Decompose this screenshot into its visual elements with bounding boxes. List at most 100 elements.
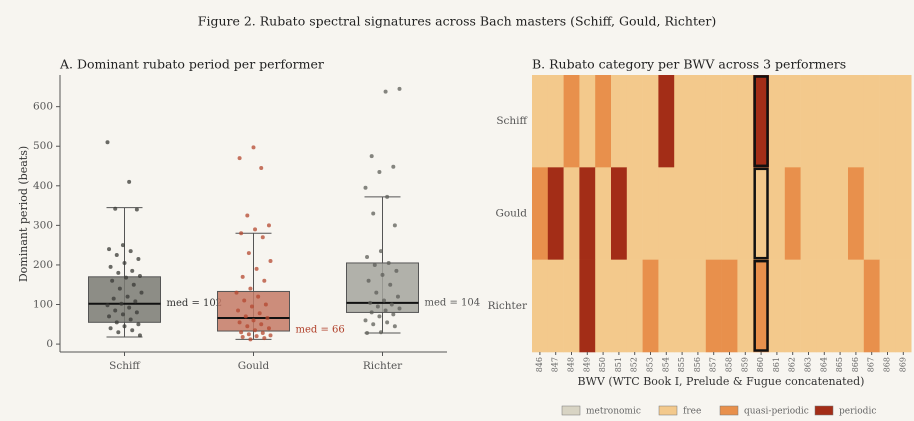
data-point — [134, 207, 139, 212]
data-point — [128, 249, 133, 254]
heatmap-cell — [721, 259, 738, 353]
data-point — [394, 268, 399, 273]
heatmap-cell — [547, 259, 564, 353]
data-point — [383, 89, 388, 94]
x-tick-label: 852 — [630, 357, 639, 372]
heatmap-cell — [674, 167, 691, 260]
data-point — [246, 332, 251, 337]
x-tick-label: 867 — [867, 357, 876, 372]
legend-swatch — [658, 405, 678, 416]
data-point — [237, 320, 242, 325]
median-label: med = 66 — [296, 324, 345, 335]
data-point — [113, 308, 118, 313]
x-tick-label: 869 — [898, 357, 907, 372]
heatmap-cell — [879, 75, 896, 168]
heatmap-cell — [611, 167, 628, 260]
data-point — [388, 282, 393, 287]
data-point — [137, 274, 142, 279]
data-point — [256, 294, 261, 299]
data-point — [369, 310, 374, 315]
x-tick-label: 847 — [551, 357, 560, 372]
data-point — [127, 305, 132, 310]
data-point — [122, 324, 127, 329]
data-point — [108, 326, 113, 331]
x-tick-label: 850 — [598, 357, 607, 372]
data-point — [234, 290, 239, 295]
data-point — [395, 294, 400, 299]
data-point — [383, 308, 388, 313]
heatmap-cell — [737, 167, 754, 260]
data-point — [391, 164, 396, 169]
heatmap-cell — [532, 75, 549, 168]
heatmap-cell — [705, 75, 722, 168]
data-point — [130, 268, 135, 273]
heatmap-cell — [721, 75, 738, 168]
x-tick-label: 860 — [756, 357, 765, 372]
data-point — [124, 275, 129, 280]
x-tick-label: 865 — [835, 357, 844, 372]
data-point — [130, 328, 135, 333]
data-point — [120, 312, 125, 317]
data-point — [110, 278, 115, 283]
data-point — [239, 231, 244, 236]
data-point — [372, 262, 377, 267]
heatmap-cell — [642, 75, 659, 168]
data-point — [382, 298, 387, 303]
heatmap-cell — [848, 75, 865, 168]
heatmap-cell — [611, 259, 628, 353]
heatmap-cell — [690, 75, 707, 168]
data-point — [120, 243, 125, 248]
heatmap-cell — [579, 259, 596, 353]
y-tick-label: 300 — [33, 219, 53, 231]
highlight-box — [753, 167, 769, 260]
x-tick-label: 846 — [535, 357, 544, 372]
data-point — [385, 320, 390, 325]
heatmap-cell — [690, 167, 707, 260]
heatmap-cell — [879, 259, 896, 353]
heatmap-cell — [848, 167, 865, 260]
row-label: Gould — [495, 208, 527, 220]
data-point — [257, 311, 262, 316]
heatmap-cell — [800, 167, 817, 260]
legend-label: free — [683, 407, 701, 417]
data-point — [114, 320, 119, 325]
data-point — [249, 304, 254, 309]
heatmap-cell — [595, 259, 612, 353]
data-point — [137, 333, 142, 338]
x-tick-label: Gould — [238, 360, 270, 372]
data-point — [236, 308, 241, 313]
heatmap-cell — [658, 167, 675, 260]
x-tick-label: 848 — [567, 357, 576, 372]
x-tick-label: 853 — [646, 357, 655, 372]
heatmap-cell — [658, 75, 675, 168]
x-tick-label: 866 — [851, 357, 860, 372]
data-point — [136, 322, 141, 327]
highlight-box — [753, 75, 769, 168]
x-axis-label: BWV (WTC Book I, Prelude & Fugue concate… — [578, 375, 865, 388]
heatmap-cell — [816, 75, 833, 168]
row-label: Richter — [488, 300, 528, 312]
heatmap-cell — [532, 167, 549, 260]
heatmap-cell — [705, 167, 722, 260]
data-point — [266, 223, 271, 228]
legend-swatch — [814, 405, 834, 416]
legend-swatch — [719, 405, 739, 416]
panel-b-title: B. Rubato category per BWV across 3 perf… — [532, 57, 846, 72]
data-point — [245, 213, 250, 218]
x-tick-label: 854 — [661, 357, 670, 372]
data-point — [119, 301, 124, 306]
x-tick-label: 861 — [772, 357, 781, 372]
data-point — [260, 235, 265, 240]
data-point — [246, 251, 251, 256]
data-point — [116, 330, 121, 335]
data-point — [385, 194, 390, 199]
median-label: med = 104 — [425, 297, 481, 308]
heatmap-cell — [626, 167, 643, 260]
heatmap-cell — [832, 259, 849, 353]
data-point — [108, 264, 113, 269]
heatmap-cell — [769, 259, 786, 353]
heatmap-cell — [532, 259, 549, 353]
heatmap-cell — [879, 167, 896, 260]
data-point — [386, 260, 391, 265]
x-tick-label: 858 — [725, 357, 734, 372]
